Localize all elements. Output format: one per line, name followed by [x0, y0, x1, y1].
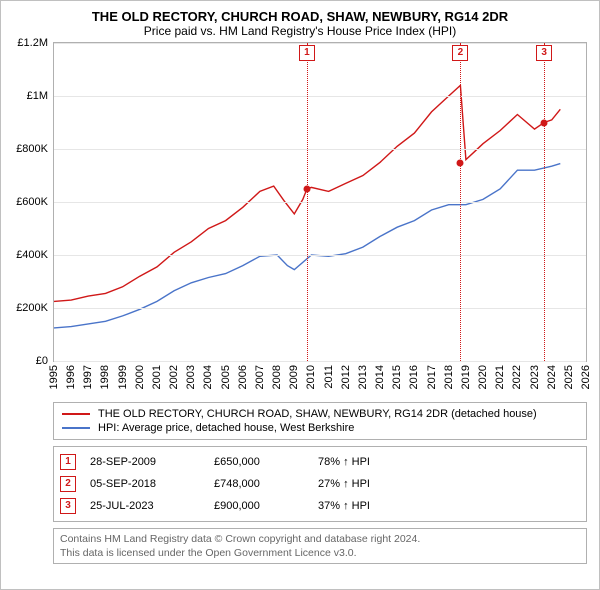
event-marker-box: 1 — [299, 45, 315, 61]
x-tick-label: 2006 — [237, 365, 249, 389]
gridline — [54, 149, 586, 150]
gridline — [54, 308, 586, 309]
x-tick-label: 2025 — [563, 365, 575, 389]
event-number: 1 — [60, 454, 76, 470]
event-dot — [303, 185, 310, 192]
footer-line: This data is licensed under the Open Gov… — [60, 546, 580, 560]
x-tick-label: 1995 — [48, 365, 60, 389]
gridline — [54, 43, 586, 44]
event-vline — [544, 43, 545, 361]
gridline — [54, 255, 586, 256]
gridline — [54, 96, 586, 97]
x-tick-label: 2015 — [391, 365, 403, 389]
y-tick-label: £0 — [36, 355, 48, 367]
event-marker-box: 3 — [536, 45, 552, 61]
x-tick-label: 1996 — [65, 365, 77, 389]
legend-label: THE OLD RECTORY, CHURCH ROAD, SHAW, NEWB… — [98, 408, 537, 420]
plot-area: £0£200K£400K£600K£800K£1M£1.2M1995199619… — [53, 42, 587, 362]
event-date: 05-SEP-2018 — [90, 478, 200, 490]
title-block: THE OLD RECTORY, CHURCH ROAD, SHAW, NEWB… — [1, 1, 599, 42]
x-tick-label: 2016 — [408, 365, 420, 389]
chart-area: £0£200K£400K£600K£800K£1M£1.2M1995199619… — [53, 42, 587, 362]
event-row: 3 25-JUL-2023 £900,000 37% ↑ HPI — [60, 495, 580, 517]
x-tick-label: 2011 — [323, 365, 335, 389]
x-tick-label: 2012 — [340, 365, 352, 389]
x-tick-label: 2020 — [477, 365, 489, 389]
x-tick-label: 1999 — [117, 365, 129, 389]
x-tick-label: 2008 — [271, 365, 283, 389]
event-row: 1 28-SEP-2009 £650,000 78% ↑ HPI — [60, 451, 580, 473]
x-tick-label: 2002 — [168, 365, 180, 389]
event-pct: 78% ↑ HPI — [318, 456, 580, 468]
event-vline — [460, 43, 461, 361]
event-date: 25-JUL-2023 — [90, 500, 200, 512]
event-number: 2 — [60, 476, 76, 492]
x-tick-label: 2019 — [460, 365, 472, 389]
y-tick-label: £1M — [27, 90, 48, 102]
chart-title: THE OLD RECTORY, CHURCH ROAD, SHAW, NEWB… — [11, 9, 589, 24]
x-tick-label: 2017 — [426, 365, 438, 389]
event-dot — [457, 159, 464, 166]
legend-swatch — [62, 413, 90, 415]
legend-swatch — [62, 427, 90, 429]
x-tick-label: 2000 — [134, 365, 146, 389]
y-tick-label: £1.2M — [17, 37, 48, 49]
event-date: 28-SEP-2009 — [90, 456, 200, 468]
y-tick-label: £600K — [16, 196, 48, 208]
x-tick-label: 2024 — [546, 365, 558, 389]
gridline — [54, 202, 586, 203]
x-tick-label: 2021 — [494, 365, 506, 389]
footer-line: Contains HM Land Registry data © Crown c… — [60, 532, 580, 546]
x-tick-label: 2023 — [529, 365, 541, 389]
legend-box: THE OLD RECTORY, CHURCH ROAD, SHAW, NEWB… — [53, 402, 587, 440]
event-price: £748,000 — [214, 478, 304, 490]
event-vline — [307, 43, 308, 361]
x-tick-label: 2009 — [288, 365, 300, 389]
chart-card: THE OLD RECTORY, CHURCH ROAD, SHAW, NEWB… — [0, 0, 600, 590]
x-tick-label: 2018 — [443, 365, 455, 389]
y-tick-label: £800K — [16, 143, 48, 155]
x-tick-label: 2026 — [580, 365, 592, 389]
x-tick-label: 2004 — [202, 365, 214, 389]
legend-item: HPI: Average price, detached house, West… — [62, 421, 578, 435]
x-tick-label: 1997 — [82, 365, 94, 389]
legend-item: THE OLD RECTORY, CHURCH ROAD, SHAW, NEWB… — [62, 407, 578, 421]
x-tick-label: 1998 — [99, 365, 111, 389]
events-table: 1 28-SEP-2009 £650,000 78% ↑ HPI 2 05-SEP-201… — [53, 446, 587, 522]
chart-subtitle: Price paid vs. HM Land Registry's House … — [11, 24, 589, 38]
x-tick-label: 2007 — [254, 365, 266, 389]
event-pct: 27% ↑ HPI — [318, 478, 580, 490]
y-tick-label: £200K — [16, 302, 48, 314]
footer-credits: Contains HM Land Registry data © Crown c… — [53, 528, 587, 564]
event-marker-box: 2 — [452, 45, 468, 61]
x-tick-label: 2001 — [151, 365, 163, 389]
x-tick-label: 2013 — [357, 365, 369, 389]
gridline — [54, 361, 586, 362]
x-tick-label: 2014 — [374, 365, 386, 389]
x-tick-label: 2005 — [220, 365, 232, 389]
event-number: 3 — [60, 498, 76, 514]
legend-label: HPI: Average price, detached house, West… — [98, 422, 354, 434]
event-row: 2 05-SEP-2018 £748,000 27% ↑ HPI — [60, 473, 580, 495]
event-price: £650,000 — [214, 456, 304, 468]
event-pct: 37% ↑ HPI — [318, 500, 580, 512]
x-tick-label: 2010 — [305, 365, 317, 389]
x-tick-label: 2003 — [185, 365, 197, 389]
event-price: £900,000 — [214, 500, 304, 512]
y-tick-label: £400K — [16, 249, 48, 261]
x-tick-label: 2022 — [511, 365, 523, 389]
event-dot — [541, 119, 548, 126]
